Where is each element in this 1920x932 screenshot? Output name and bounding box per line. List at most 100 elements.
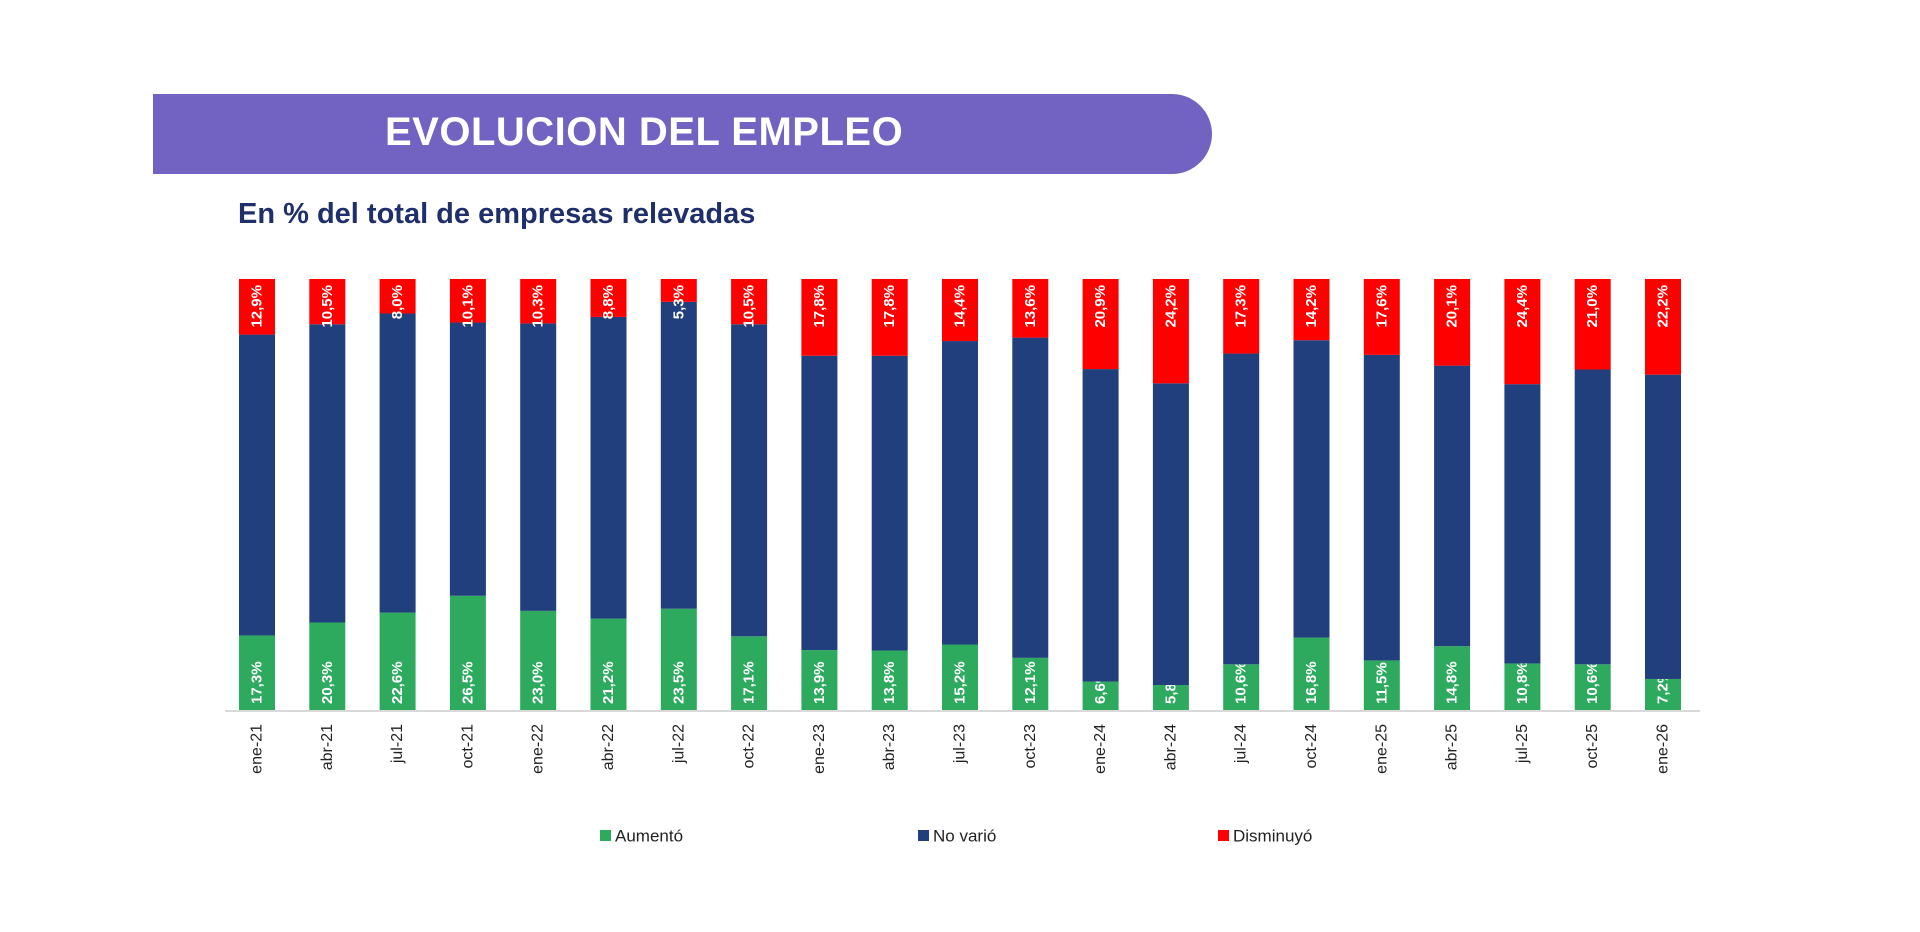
bar-group-ene-22: 23,0% 10,3% xyxy=(520,279,557,710)
bar-segment xyxy=(1434,279,1471,366)
bar-segment xyxy=(590,618,627,710)
legend-item: Disminuyó xyxy=(1218,827,1312,846)
bar-segment xyxy=(239,334,275,636)
data-label: 17,1% xyxy=(741,661,758,704)
x-tick-label: abr-22 xyxy=(600,724,617,770)
bar-segment xyxy=(1434,646,1471,710)
bar-segment xyxy=(449,595,486,710)
data-label: 10,6% xyxy=(1584,661,1601,704)
data-label: 13,9% xyxy=(811,661,828,704)
x-tick-label: abr-25 xyxy=(1444,724,1461,770)
bar-segment xyxy=(660,301,697,609)
x-tick-label: jul-22 xyxy=(670,724,687,764)
title-banner: EVOLUCION DEL EMPLEO xyxy=(153,94,1212,174)
bar-segment xyxy=(1293,340,1330,638)
data-label: 14,4% xyxy=(952,285,969,328)
data-label: 16,8% xyxy=(1303,661,1320,704)
bar-segment xyxy=(1363,279,1400,355)
bar-segment xyxy=(1504,279,1541,385)
bar-segment xyxy=(520,279,557,324)
bar-segment xyxy=(1223,353,1260,665)
bar-segment xyxy=(379,612,416,710)
bar-segment xyxy=(1504,384,1541,664)
bar-group-ene-23: 13,9% 17,8% xyxy=(801,279,838,710)
bar-segment xyxy=(871,355,908,651)
bar-segment xyxy=(309,324,346,623)
data-label: 23,5% xyxy=(670,661,687,704)
data-label: 17,3% xyxy=(249,661,266,704)
bar-segment xyxy=(942,644,978,710)
legend-item: No varió xyxy=(918,827,996,846)
bar-group-jul-24: 10,6% 17,3% xyxy=(1223,279,1260,710)
bar-segment xyxy=(1574,279,1611,370)
bar-segment xyxy=(449,279,486,323)
chart-subtitle: En % del total de empresas relevadas xyxy=(238,198,756,230)
bar-segment xyxy=(1574,664,1611,710)
x-tick-label: abr-21 xyxy=(319,724,336,770)
bar-segment xyxy=(1082,369,1119,682)
data-label: 17,3% xyxy=(1233,285,1250,328)
bar-segment xyxy=(1152,383,1189,686)
bar-segment xyxy=(309,622,346,710)
bar-group-jul-21: 22,6% 8,0% xyxy=(379,279,416,710)
x-tick-label: jul-23 xyxy=(952,724,969,764)
data-label: 13,6% xyxy=(1022,285,1039,328)
bar-segment xyxy=(1363,354,1400,661)
bar-group-oct-23: 12,1% 13,6% xyxy=(1012,279,1049,710)
data-label: 13,8% xyxy=(881,661,898,704)
data-label: 14,2% xyxy=(1303,285,1320,328)
bar-group-oct-24: 16,8% 14,2% xyxy=(1293,279,1330,710)
bar-group-oct-21: 26,5% 10,1% xyxy=(449,279,486,710)
chart-title: EVOLUCION DEL EMPLEO xyxy=(385,110,904,154)
data-label: 21,0% xyxy=(1584,285,1601,328)
bar-group-oct-22: 17,1% 10,5% xyxy=(731,279,768,710)
data-label: 24,2% xyxy=(1162,285,1179,328)
data-label: 8,0% xyxy=(389,285,406,319)
bar-segment xyxy=(239,635,275,710)
data-label: 20,9% xyxy=(1092,285,1109,328)
data-label: 5,3% xyxy=(670,285,687,319)
bar-segment xyxy=(1152,279,1189,384)
x-tick-label: jul-24 xyxy=(1233,724,1250,764)
data-label: 20,3% xyxy=(319,661,336,704)
bar-segment xyxy=(801,650,838,710)
bar-segment xyxy=(1293,279,1330,341)
x-tick-label: oct-24 xyxy=(1303,724,1320,769)
bar-group-abr-21: 20,3% 10,5% xyxy=(309,279,346,710)
data-label: 22,2% xyxy=(1655,285,1672,328)
legend-label: Aumentó xyxy=(615,827,683,846)
legend-swatch xyxy=(600,830,611,841)
bar-group-oct-25: 10,6% 21,0% xyxy=(1574,279,1611,710)
data-label: 10,5% xyxy=(741,285,758,328)
data-label: 26,5% xyxy=(459,661,476,704)
x-tick-label: oct-21 xyxy=(459,724,476,769)
data-label: 10,1% xyxy=(459,285,476,328)
bar-segment xyxy=(520,610,557,710)
data-label: 24,4% xyxy=(1514,285,1531,328)
bar-segment xyxy=(1645,279,1681,375)
data-label: 8,8% xyxy=(600,285,617,319)
data-label: 17,8% xyxy=(811,285,828,328)
legend-label: No varió xyxy=(933,827,996,846)
legend-label: Disminuyó xyxy=(1233,827,1312,846)
bar-segment xyxy=(309,279,346,325)
legend-item: Aumentó xyxy=(600,827,683,846)
x-tick-label: abr-23 xyxy=(881,724,898,770)
bar-segment xyxy=(1082,681,1119,710)
bar-segment xyxy=(731,279,768,325)
bar-segment xyxy=(660,608,697,710)
data-label: 11,5% xyxy=(1373,662,1390,704)
bar-segment xyxy=(1504,663,1541,710)
bar-group-abr-23: 13,8% 17,8% xyxy=(871,279,908,710)
x-tick-label: ene-26 xyxy=(1655,724,1672,774)
bar-segment xyxy=(379,313,416,613)
bar-group-abr-25: 14,8% 20,1% xyxy=(1434,279,1471,710)
bar-segment xyxy=(871,279,908,356)
bar-segment xyxy=(871,650,908,710)
x-tick-label: oct-23 xyxy=(1022,724,1039,769)
x-tick-label: oct-22 xyxy=(741,724,758,769)
bar-segment xyxy=(379,279,416,314)
bar-segment xyxy=(1645,374,1681,679)
bar-group-ene-26: 7,2%22,2% xyxy=(1645,279,1681,710)
x-tick-label: jul-21 xyxy=(389,724,406,764)
